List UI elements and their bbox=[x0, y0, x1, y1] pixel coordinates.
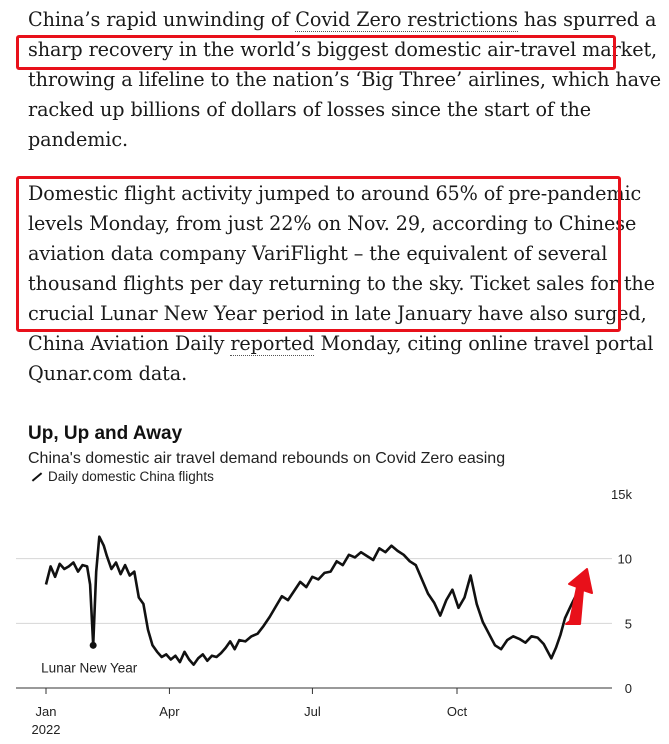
y-tick-label: 5 bbox=[625, 616, 632, 631]
paragraph-line: aviation data company VariFlight – the e… bbox=[28, 242, 608, 265]
paragraph-line: crucial Lunar New Year period in late Ja… bbox=[28, 302, 647, 325]
paragraph-line: levels Monday, from just 22% on Nov. 29,… bbox=[28, 212, 637, 235]
x-tick-label: Jan bbox=[36, 704, 57, 719]
legend-label: Daily domestic China flights bbox=[48, 469, 214, 484]
covid-zero-link[interactable]: Covid Zero restrictions bbox=[295, 8, 518, 32]
red-arrow-annotation bbox=[565, 568, 593, 625]
x-tick-label: Apr bbox=[159, 704, 180, 719]
paragraph-line: racked up billions of dollars of losses … bbox=[28, 98, 592, 121]
annotation-lunar-new-year: Lunar New Year bbox=[41, 660, 138, 675]
paragraph-line: China’s rapid unwinding of Covid Zero re… bbox=[28, 8, 657, 32]
paragraph-line: China Aviation Daily reported Monday, ci… bbox=[28, 332, 654, 356]
reported-link[interactable]: reported bbox=[230, 332, 315, 356]
article-paragraph-1: China’s rapid unwinding of Covid Zero re… bbox=[28, 5, 661, 155]
paragraph-line: sharp recovery in the world’s biggest do… bbox=[28, 38, 658, 61]
x-tick-year-label: 2022 bbox=[32, 722, 61, 737]
chart-legend: Daily domestic China flights bbox=[30, 469, 214, 484]
paragraph-line: Domestic flight activity jumped to aroun… bbox=[28, 182, 642, 205]
chart-subtitle: China's domestic air travel demand rebou… bbox=[28, 450, 506, 467]
x-tick-label: Oct bbox=[447, 704, 468, 719]
paragraph-line: Qunar.com data. bbox=[28, 362, 188, 385]
y-tick-label: 15k bbox=[611, 487, 632, 502]
paragraph-line: pandemic. bbox=[28, 128, 128, 151]
lunar-new-year-point bbox=[89, 641, 97, 649]
chart-title: Up, Up and Away bbox=[28, 423, 183, 444]
series-line-daily-flights bbox=[44, 535, 583, 666]
y-tick-label: 10 bbox=[618, 552, 632, 567]
article-paragraph-2: Domestic flight activity jumped to aroun… bbox=[28, 179, 655, 389]
paragraph-line: throwing a lifeline to the nation’s ‘Big… bbox=[28, 68, 661, 91]
line-chart: 15k 10 5 0 Jan Apr Jul Oct 2022 Lunar New Year bbox=[16, 487, 632, 737]
paragraph-line: thousand flights per day returning to th… bbox=[28, 272, 655, 295]
x-tick-label: Jul bbox=[304, 704, 321, 719]
y-tick-label: 0 bbox=[625, 681, 632, 696]
